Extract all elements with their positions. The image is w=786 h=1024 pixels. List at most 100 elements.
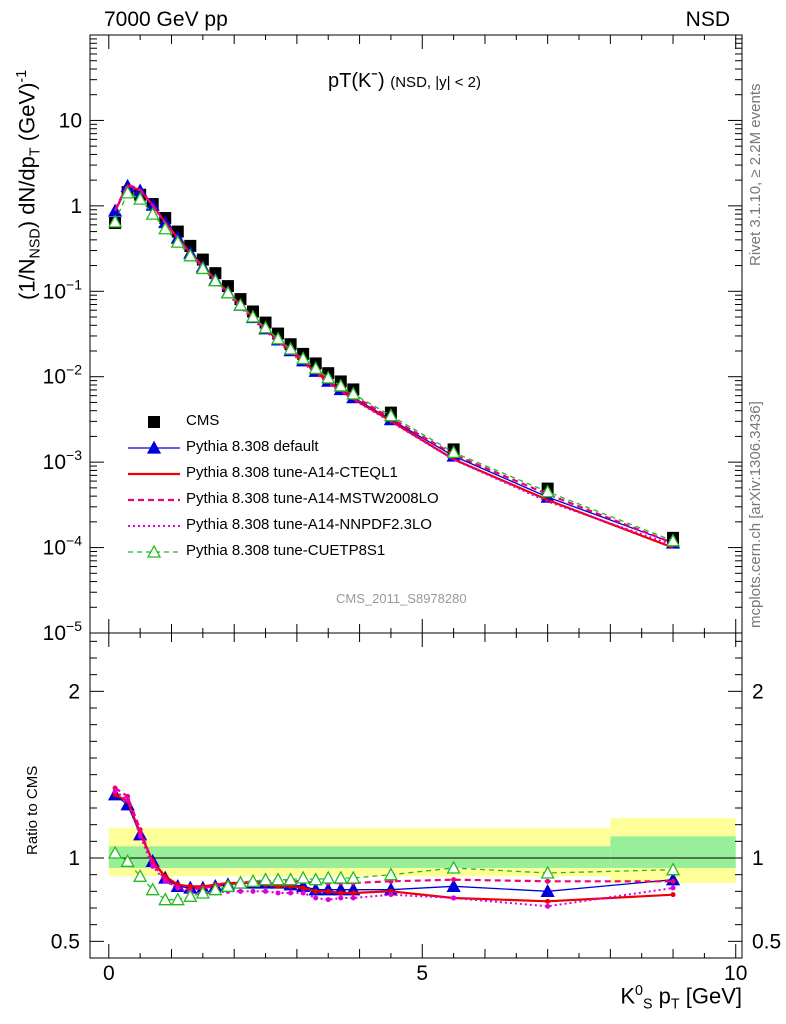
series-marker [308,361,323,375]
series-marker [245,309,261,323]
ratio-marker [150,863,156,869]
series-marker [120,185,135,199]
ratio-marker [125,797,131,803]
ratio-marker [451,877,457,883]
ratio-marker [665,862,681,876]
ratio-marker [313,888,319,894]
ratio-y-tick-label-right: 1 [752,847,764,870]
ratio-inner-band [108,846,611,868]
series-marker [170,234,185,248]
ratio-plot-frame [89,632,743,959]
series-marker [283,341,298,355]
rivet-version-label: Rivet 3.1.10, ≥ 2.2M events [747,83,764,267]
series-marker [233,297,248,311]
ratio-marker [183,888,198,902]
y-tick-exponent: −1 [66,276,82,292]
ratio-y-ticks: 0.5 0.5 1 1 2 2 [51,640,781,953]
collision-label: 7000 GeV pp [104,8,228,31]
plot-title-sub: (NSD, |y| < 2) [390,74,481,91]
ratio-marker [446,878,461,892]
ratio-marker [540,865,555,879]
ratio-marker [540,883,555,897]
series-marker [145,206,160,220]
y-tick-label: 10−5 [43,618,83,645]
ratio-marker [250,888,256,894]
ratio-marker [313,895,319,901]
series-marker [220,285,236,299]
ratio-marker [275,890,281,896]
ratio-marker [258,872,273,886]
ratio-marker [545,878,551,884]
ratio-marker [300,890,306,896]
ratio-marker [296,870,311,884]
plot-title-main: pT(Kˉ) [328,70,385,92]
legend-label: CMS [186,412,220,429]
series-line [114,191,674,542]
ratio-uncertainty-bands [108,818,736,883]
ratio-marker [162,878,168,884]
ratio-marker [670,885,676,891]
ratio-marker [120,853,135,867]
ratio-marker [350,890,356,896]
ratio-marker [137,827,143,833]
ratio-marker [325,897,331,903]
main-y-axis-label: (1/NNSD) dN/dpT (GeV)-1 [14,69,44,300]
y-tick-label: 10−3 [43,447,83,474]
process-label: NSD [685,8,730,31]
series-marker [158,221,173,235]
ratio-marker [133,868,148,882]
ratio-marker [670,878,676,884]
ratio-marker [288,890,294,896]
series-marker [133,191,148,205]
ratio-marker [333,870,348,884]
ratio-y-axis-label: Ratio to CMS [24,765,41,855]
ratio-y-tick-label: 0.5 [51,930,80,953]
ratio-marker [175,885,181,891]
ratio-marker [237,888,243,894]
legend-label: Pythia 8.308 tune-A14-MSTW2008LO [186,490,439,507]
ratio-y-tick-label: 2 [68,680,80,703]
ratio-marker [670,892,676,898]
series-marker [258,320,273,334]
x-tick-label: 10 [724,962,747,985]
y-tick-label: 1 [70,195,82,218]
x-tick-label: 5 [416,962,428,985]
series-marker [208,273,223,287]
series-marker [346,386,361,400]
x-axis-label: K0S pT [GeV] [620,983,742,1013]
mcplots-reference-label: mcplots.cern.ch [arXiv:1306.3436] [747,401,764,628]
ratio-marker [325,888,331,894]
ratio-marker [107,845,123,859]
legend-marker [146,544,162,558]
legend-label: Pythia 8.308 tune-A14-NNPDF2.3LO [186,516,432,533]
reference-analysis-name: CMS_2011_S8978280 [336,591,467,606]
series-line [114,183,674,547]
series-marker [446,445,461,459]
ratio-marker [270,872,286,886]
ratio-marker [300,885,306,891]
legend-marker [148,416,160,428]
y-tick-exponent: −4 [66,533,82,549]
ratio-marker [170,892,185,906]
y-tick-label: 10−1 [43,276,83,303]
series-marker [183,248,198,262]
y-tick-label: 10−4 [43,533,83,560]
x-tick-label: 0 [103,962,115,985]
ratio-y-tick-label-right: 2 [752,680,764,703]
ratio-marker [388,892,394,898]
ratio-series-5 [107,845,681,906]
series-marker [665,533,681,547]
ratio-marker [145,882,160,896]
series-marker [195,261,210,275]
ratio-marker [220,878,236,892]
ratio-marker [308,872,323,886]
ratio-y-tick-label: 1 [68,847,80,870]
legend-markers [128,416,180,558]
y-tick-label: 10−2 [43,362,83,389]
series-mc-5 [107,185,681,547]
legend-marker [146,440,162,454]
y-tick-exponent: −2 [66,362,82,378]
series-marker [107,214,123,228]
ratio-marker [233,875,248,889]
series-marker [270,331,286,345]
